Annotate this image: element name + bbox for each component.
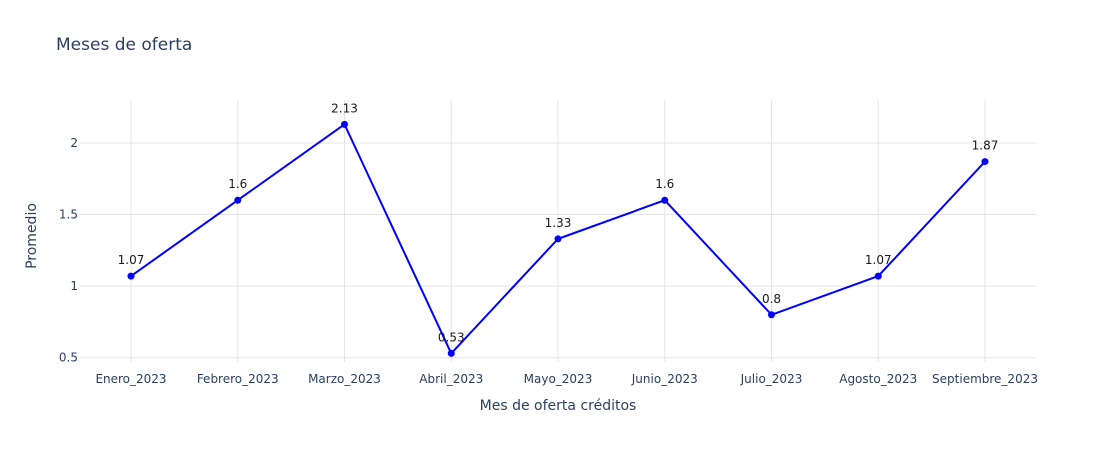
data-point[interactable] — [554, 235, 562, 243]
x-tick-label: Enero_2023 — [95, 372, 166, 386]
y-tick-label: 1 — [70, 279, 78, 293]
data-label: 0.53 — [438, 330, 465, 344]
data-point[interactable] — [447, 349, 455, 357]
data-label: 0.8 — [762, 292, 781, 306]
chart-title: Meses de oferta — [56, 35, 192, 55]
x-tick-label: Agosto_2023 — [839, 372, 917, 386]
y-gridlines — [80, 142, 1036, 359]
x-axis-ticks: Enero_2023 Febrero_2023 Marzo_2023 Abril_20… — [95, 372, 1038, 386]
y-axis-ticks: 0.5 1 1.5 2 — [59, 136, 78, 365]
series-layer — [127, 120, 989, 357]
data-point[interactable] — [234, 196, 242, 204]
x-axis-title: Mes de oferta créditos — [480, 398, 637, 414]
data-point[interactable] — [127, 272, 135, 280]
x-tick-label: Junio_2023 — [631, 372, 698, 386]
y-tick-label: 1.5 — [59, 208, 78, 222]
data-labels: 1.07 1.6 2.13 0.53 1.33 1.6 0.8 1.07 1.87 — [118, 101, 999, 344]
data-point[interactable] — [768, 311, 775, 319]
data-point[interactable] — [661, 196, 669, 204]
data-label: 1.6 — [228, 177, 247, 191]
y-tick-label: 0.5 — [59, 351, 78, 365]
x-tick-label: Julio_2023 — [740, 372, 803, 386]
y-axis-title: Promedio — [24, 203, 40, 269]
data-label: 1.87 — [972, 139, 999, 153]
data-label: 1.07 — [118, 253, 145, 267]
y-tick-label: 2 — [70, 136, 78, 150]
x-gridlines — [130, 100, 986, 362]
data-point[interactable] — [981, 158, 989, 166]
x-tick-label: Abril_2023 — [419, 372, 483, 386]
data-label: 2.13 — [331, 101, 358, 115]
x-tick-label: Febrero_2023 — [197, 372, 279, 386]
data-label: 1.6 — [655, 177, 674, 191]
x-tick-label: Marzo_2023 — [308, 372, 381, 386]
x-tick-label: Septiembre_2023 — [932, 372, 1038, 386]
data-label: 1.33 — [545, 216, 572, 230]
data-point[interactable] — [874, 272, 882, 280]
data-label: 1.07 — [865, 253, 892, 267]
x-tick-label: Mayo_2023 — [524, 372, 593, 386]
data-point[interactable] — [341, 120, 348, 128]
